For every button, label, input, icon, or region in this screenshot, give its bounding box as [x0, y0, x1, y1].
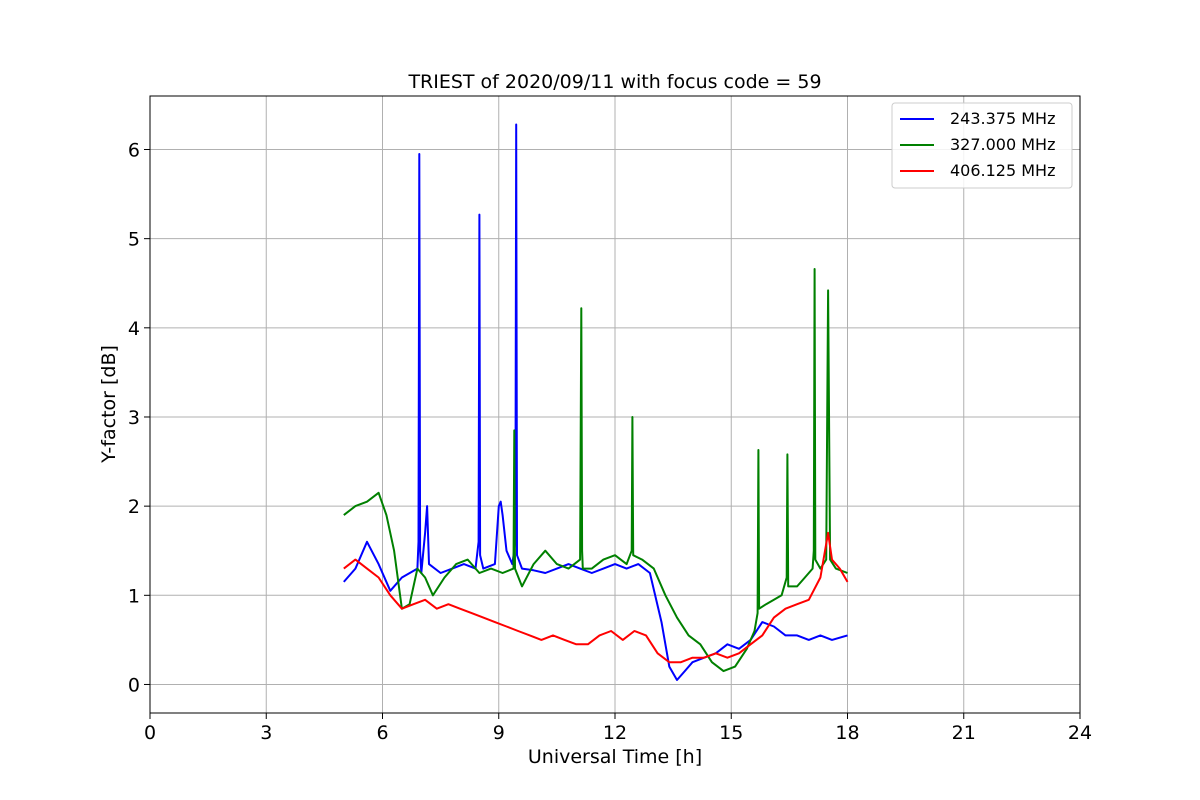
x-tick-label: 0 [144, 722, 156, 744]
x-tick-label: 18 [835, 722, 859, 744]
y-tick-label: 0 [128, 674, 140, 696]
legend-box [891, 102, 1073, 189]
plot-area [343, 123, 849, 681]
x-tick-label: 21 [952, 722, 976, 744]
legend-label-series-2: 327.000 MHz [950, 135, 1055, 154]
x-tick-label: 6 [376, 722, 388, 744]
y-tick-label: 2 [128, 496, 140, 518]
y-tick-label: 6 [128, 139, 140, 161]
x-tick-label: 24 [1068, 722, 1092, 744]
x-tick-label: 9 [493, 722, 505, 744]
y-axis-label: Y-factor [dB] [98, 345, 120, 464]
legend-label-series-3: 406.125 MHz [950, 161, 1055, 180]
series-line-3 [343, 531, 849, 664]
legend-label-series-1: 243.375 MHz [950, 109, 1055, 128]
series-line-2 [343, 268, 848, 673]
y-tick-label: 1 [128, 585, 140, 607]
x-axis-label: Universal Time [h] [528, 746, 702, 768]
chart-title: TRIEST of 2020/09/11 with focus code = 5… [407, 71, 821, 93]
x-tick-label: 12 [603, 722, 627, 744]
legend: 243.375 MHz 327.000 MHz 406.125 MHz [891, 102, 1073, 189]
y-tick-label: 5 [128, 229, 140, 251]
y-tick-label: 3 [128, 407, 140, 429]
x-tick-label: 15 [719, 722, 743, 744]
x-tick-label: 3 [260, 722, 272, 744]
y-tick-label: 4 [128, 318, 140, 340]
